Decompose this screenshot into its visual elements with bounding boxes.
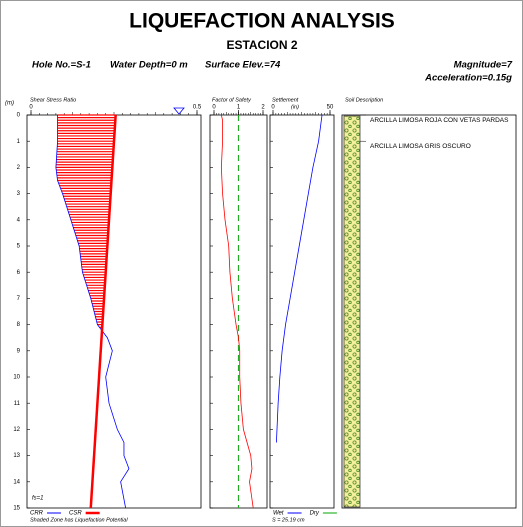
subtitle: ESTACION 2 [226,38,297,52]
soil-frame [341,114,517,509]
x-tick-label: 2 [261,105,265,111]
x-tick-label: 0 [29,105,33,111]
x-tick-label: 0 [271,105,275,111]
depth-unit: (m) [5,101,14,107]
panel-title: Shear Stress Ratio [30,97,76,103]
unit-label: (in) [291,104,299,110]
panel-title: Factor of Safety [212,97,252,103]
y-tick-label: 8 [17,322,21,328]
y-tick-label: 4 [17,217,21,223]
panel-frame [26,114,202,509]
soil-column [343,115,361,508]
soil-layer: ARCILLA LIMOSA GRIS OSCURO [370,143,471,151]
elevation: Surface Elev.=74 [205,60,281,71]
legend-label: CRR [30,511,44,517]
x-tick-label: 0 [212,105,216,111]
magnitude: Magnitude=7 [454,60,513,71]
y-tick-label: 10 [13,375,20,381]
shaded-zone [55,114,116,331]
series-line [89,114,117,509]
y-tick-label: 0 [17,113,21,119]
panel-title: Soil Description [345,97,383,103]
y-tick-label: 12 [13,427,20,433]
y-tick-label: 13 [13,453,20,459]
annotation: fs=1 [32,496,44,502]
title: LIQUEFACTION ANALYSIS [129,10,395,33]
y-tick-label: 5 [17,244,21,250]
note: Shaded Zone has Liquefaction Potential [30,517,128,523]
hole: Hole No.=S-1 [32,60,91,71]
x-tick-label: 50 [327,105,334,111]
y-tick-label: 9 [17,348,21,354]
y-tick-label: 15 [13,506,20,512]
y-tick-label: 1 [17,139,21,145]
settlement-total: S = 25.19 cm [272,517,305,523]
series-line [220,114,254,509]
panel-title: Settlement [272,97,299,103]
y-tick-label: 6 [17,270,21,276]
x-tick-label: 1 [237,105,241,111]
x-tick-label: 0.5 [193,105,202,111]
y-tick-label: 7 [17,296,21,302]
y-tick-label: 14 [13,479,20,485]
y-tick-label: 3 [17,191,21,197]
legend-label: CSR [69,511,82,517]
series-line [55,115,130,509]
soil-layer: ARCILLA LIMOSA ROJA CON VETAS PARDAS [370,117,509,124]
acceleration: Acceleration=0.15g [424,73,512,84]
panel-frame [269,114,335,509]
legend-label: Wet [273,511,284,517]
water-depth: Water Depth=0 m [110,60,188,71]
legend-label: Dry [310,511,320,517]
y-tick-label: 11 [14,401,21,407]
water-marker [173,107,185,115]
series-line [276,114,323,443]
y-tick-label: 2 [17,165,21,171]
